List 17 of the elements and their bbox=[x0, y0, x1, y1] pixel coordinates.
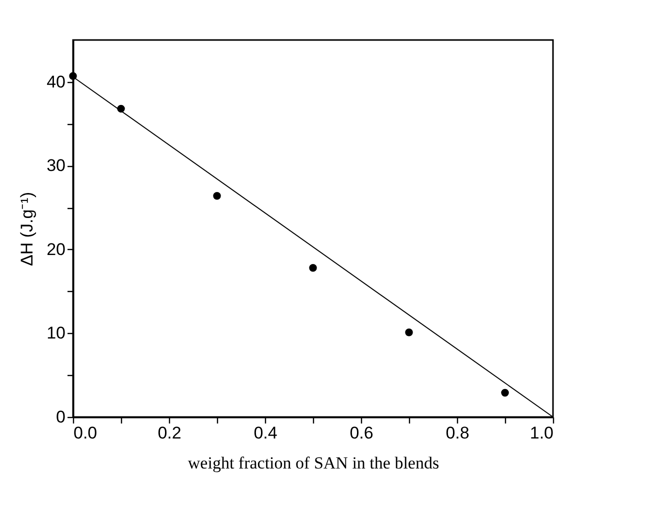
y-tick-label: 20 bbox=[46, 240, 66, 259]
x-tick-label: 0.6 bbox=[350, 424, 374, 442]
point bbox=[501, 388, 509, 397]
text: 0.0 bbox=[74, 424, 98, 442]
x-tick-label: 0.4 bbox=[254, 424, 278, 442]
point bbox=[309, 264, 317, 272]
point bbox=[213, 192, 221, 200]
x-tick-label: 1.0 bbox=[530, 424, 554, 442]
point bbox=[405, 328, 413, 336]
y-tick-label: 0 bbox=[56, 408, 66, 426]
y-axis-title: ΔH (J.g⁻¹) bbox=[18, 192, 37, 266]
x-tick-label: 0.2 bbox=[158, 424, 182, 442]
y-tick-label: 40 bbox=[46, 72, 66, 92]
x-tick-label: 0.8 bbox=[446, 424, 470, 442]
x-axis-title: weight fraction of SAN in the blends bbox=[188, 454, 440, 472]
y-tick-label: 10 bbox=[46, 324, 66, 343]
y-tick-label: 30 bbox=[46, 156, 66, 176]
